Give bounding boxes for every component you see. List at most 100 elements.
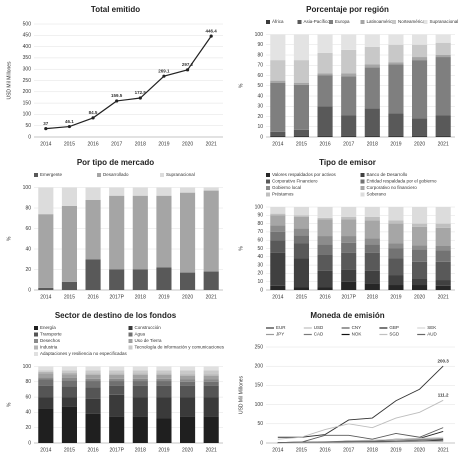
legend-label: CNY: [352, 325, 362, 330]
bar-segment: [317, 254, 333, 271]
bar-segment: [293, 243, 309, 259]
bar-segment: [38, 366, 54, 371]
bar-segment: [270, 231, 286, 241]
legend-label: Agua: [135, 332, 146, 337]
legend-swatch: [266, 192, 270, 197]
bar-segment: [412, 223, 428, 227]
bar-segment: [203, 416, 219, 443]
bar-segment: [38, 373, 54, 378]
y-tick-label: 70: [257, 229, 263, 235]
bar-segment: [341, 115, 357, 136]
bar-segment: [132, 416, 148, 443]
bar-segment: [132, 187, 148, 196]
data-label: 111.2: [438, 392, 449, 397]
bar-segment: [412, 207, 428, 224]
bar-segment: [109, 373, 125, 375]
y-tick-label: 10: [257, 124, 263, 130]
bar-segment: [364, 135, 380, 137]
data-label: 37: [43, 121, 49, 126]
bar-segment: [293, 84, 309, 130]
legend-swatch: [266, 179, 270, 184]
chart-title: Sector de destino de los fondos: [55, 311, 177, 320]
x-tick-label: 2014: [40, 447, 51, 453]
x-tick-label: 2021: [206, 141, 217, 147]
bar-segment: [317, 34, 333, 53]
bar-segment: [203, 187, 219, 191]
y-tick-label: 80: [257, 52, 263, 58]
bar-segment: [317, 219, 333, 237]
bar-segment: [85, 366, 101, 371]
bar-segment: [203, 370, 219, 375]
bar-segment: [388, 113, 404, 136]
bar-segment: [109, 370, 125, 374]
bar-segment: [156, 385, 172, 398]
y-tick-label: 400: [23, 44, 32, 50]
bar-segment: [61, 187, 77, 206]
y-tick-label: 20: [257, 114, 263, 120]
bar-segment: [109, 416, 125, 443]
bar-segment: [132, 385, 148, 398]
x-tick-label: 2020: [414, 141, 425, 147]
point: [162, 74, 166, 78]
bar-segment: [61, 366, 77, 371]
bar-segment: [85, 374, 101, 379]
bar-segment: [85, 187, 101, 200]
bar-segment: [132, 269, 148, 290]
point: [44, 127, 48, 131]
x-tick-label: 2019: [158, 141, 169, 147]
bar-segment: [109, 385, 125, 395]
x-tick-label: 2015: [64, 294, 75, 300]
legend-swatch: [392, 20, 396, 24]
y-tick-label: 250: [255, 344, 264, 350]
bar-segment: [388, 243, 404, 249]
legend-swatch: [128, 332, 133, 337]
y-tick-label: 100: [255, 32, 264, 38]
x-tick-label: 2019: [390, 141, 401, 147]
x-tick-label: 2017: [343, 141, 354, 147]
x-tick-label: 2014: [40, 294, 51, 300]
bar-segment: [412, 249, 428, 262]
bar-segment: [388, 64, 404, 114]
chart-panel: Moneda de emisión EUR USD CNY GBP SEK JPY CAD NO…: [238, 311, 455, 453]
bar-segment: [61, 205, 77, 282]
bar-segment: [435, 55, 451, 58]
y-tick-label: 200: [23, 89, 32, 95]
y-tick-label: 350: [23, 55, 32, 61]
y-axis-label: USD Mil Millones: [238, 375, 244, 414]
bar-segment: [364, 283, 380, 290]
bar-segment: [180, 374, 196, 376]
y-tick-label: 60: [257, 238, 263, 244]
bar-segment: [270, 135, 286, 137]
bar-segment: [317, 135, 333, 137]
data-label: 200.3: [438, 358, 450, 363]
legend-swatch: [128, 326, 133, 330]
bar-segment: [132, 397, 148, 417]
x-tick-label: 2014: [272, 447, 283, 453]
y-tick-label: 40: [25, 246, 31, 252]
bar-segment: [61, 372, 77, 375]
bar-segment: [270, 60, 286, 81]
legend-label: EUR: [276, 325, 286, 330]
bar-segment: [132, 381, 148, 386]
bar-segment: [388, 275, 404, 286]
data-label: 269.1: [158, 68, 170, 73]
bar-segment: [61, 370, 77, 373]
bar-segment: [203, 366, 219, 371]
bar-segment: [132, 378, 148, 382]
bar-segment: [61, 406, 77, 443]
bar-segment: [388, 207, 404, 221]
legend-label: Transporte: [40, 332, 62, 337]
bar-segment: [435, 207, 451, 224]
legend-label: Corporativo Financiero: [272, 179, 318, 184]
bar-segment: [109, 374, 125, 379]
legend-label: Desarrollado: [103, 172, 129, 177]
bar-segment: [109, 187, 125, 196]
x-tick-label: 2014: [40, 141, 51, 147]
bar-segment: [364, 207, 380, 217]
bar-segment: [341, 269, 357, 282]
bar-segment: [61, 374, 77, 378]
legend-label: JPY: [276, 332, 284, 337]
point: [138, 96, 142, 100]
y-tick-label: 90: [257, 213, 263, 219]
bar-segment: [270, 213, 286, 216]
